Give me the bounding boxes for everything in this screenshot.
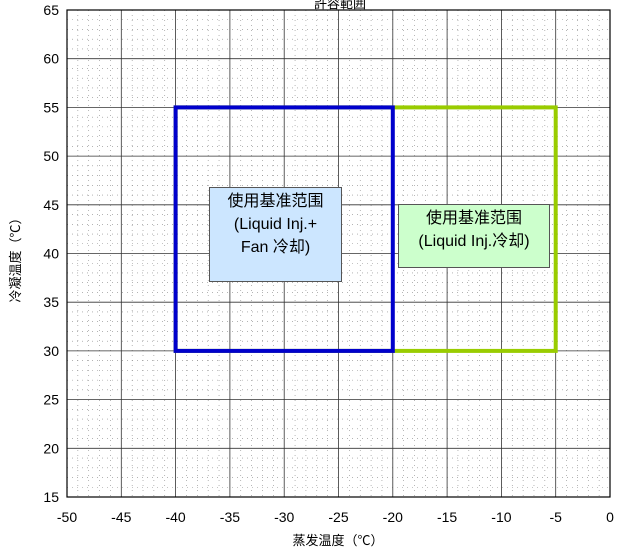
y-tick-label: 25 — [43, 392, 59, 408]
region-boundary-1 — [173, 105, 395, 353]
region-label-line: 使用基准范围 — [227, 193, 324, 210]
plot-border — [66, 9, 611, 498]
region-label-line: Fan 冷却) — [240, 239, 311, 256]
chart-title: 許容範囲 — [314, 0, 366, 11]
x-axis-label: 蒸发温度（℃） — [292, 533, 383, 548]
x-tick-label: -5 — [549, 509, 562, 525]
x-tick-label: -50 — [57, 509, 77, 525]
regions — [173, 105, 558, 353]
tick-labels: -50 -45 -40 -35 -30 -25 -20 -15 -10 -5 01520253035… — [43, 2, 614, 525]
region-label-line: (Liquid Inj.+ — [233, 216, 318, 233]
x-tick-label: -30 — [274, 509, 294, 525]
x-tick-label: -10 — [491, 509, 511, 525]
x-tick-label: -25 — [328, 509, 348, 525]
y-axis-label: 冷凝温度（℃） — [8, 211, 23, 302]
region-label-line: (Liquid Inj.冷却) — [418, 233, 530, 250]
plot-frame — [66, 9, 611, 498]
x-tick-label: -15 — [437, 509, 457, 525]
y-tick-label: 65 — [43, 2, 59, 18]
y-tick-label: 15 — [43, 489, 59, 505]
x-tick-label: -40 — [165, 509, 185, 525]
y-tick-label: 20 — [43, 440, 59, 456]
y-tick-label: 50 — [43, 148, 59, 164]
y-tick-label: 40 — [43, 246, 59, 262]
y-tick-label: 35 — [43, 294, 59, 310]
grid — [67, 10, 610, 497]
region-label-line: 使用基准范围 — [425, 210, 522, 227]
x-tick-label: -45 — [111, 509, 131, 525]
y-tick-label: 60 — [43, 51, 59, 67]
y-tick-label: 55 — [43, 99, 59, 115]
x-tick-label: 0 — [606, 509, 614, 525]
region-label-1: 使用基准范围 (Liquid Inj.+ Fan 冷却) — [209, 187, 342, 282]
y-tick-label: 30 — [43, 343, 59, 359]
y-tick-label: 45 — [43, 197, 59, 213]
x-tick-label: -35 — [220, 509, 240, 525]
region-label-0: 使用基准范围 (Liquid Inj.冷却) — [398, 204, 550, 268]
x-tick-label: -20 — [383, 509, 403, 525]
